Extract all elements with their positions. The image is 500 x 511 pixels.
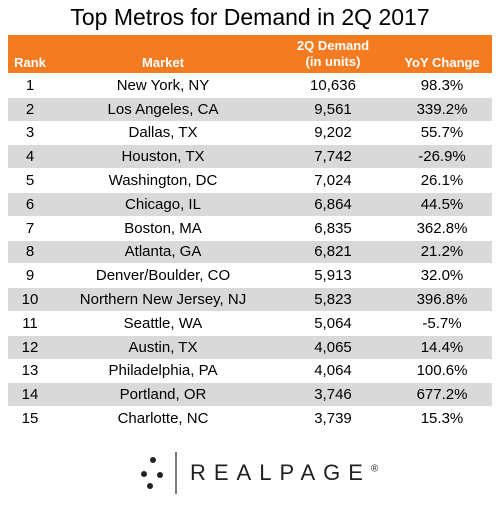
cell: 1 (25, 76, 35, 94)
cell: 9,202 (314, 124, 352, 142)
table-row: 15 Charlotte, NC 3,739 15.3% (8, 407, 492, 431)
cell: 2 (25, 100, 35, 118)
cell: 98.3% (420, 76, 464, 94)
table-row: 3 Dallas, TX 9,202 55.7% (8, 122, 492, 146)
cell: 5,913 (314, 267, 352, 285)
cell: 10,636 (310, 76, 356, 94)
cell: Seattle, WA (123, 314, 203, 332)
table: Rank Market 2Q Demand (in units) YoY Change 1… (8, 35, 492, 431)
cell: Washington, DC (108, 172, 218, 190)
cell: Denver/Boulder, CO (95, 267, 231, 285)
cell: Dallas, TX (128, 124, 198, 142)
cell: 4 (25, 148, 35, 166)
logo-dot (141, 471, 147, 477)
header-line: (in units) (305, 54, 361, 69)
table-row: 12 Austin, TX 4,065 14.4% (8, 335, 492, 360)
cell: Austin, TX (128, 338, 198, 356)
cell: Los Angeles, CA (107, 100, 219, 118)
cell: 14.4% (420, 338, 464, 356)
table-row: 5 Washington, DC 7,024 26.1% (8, 169, 492, 193)
logo-dot (147, 483, 153, 489)
cell: Houston, TX (121, 148, 205, 166)
table-row: 9 Denver/Boulder, CO 5,913 32.0% (8, 264, 492, 289)
cell: Philadelphia, PA (108, 362, 218, 380)
cell: 5 (25, 172, 35, 190)
cell: 11 (22, 314, 38, 332)
table-row: 6 Chicago, IL 6,864 44.5% (8, 192, 492, 217)
cell: 6,864 (314, 195, 352, 213)
header-cell: Market (142, 55, 184, 70)
table-row: 13 Philadelphia, PA 4,064 100.6% (8, 360, 492, 384)
table-row: 8 Atlanta, GA 6,821 21.2% (8, 240, 492, 265)
logo: REALPAGE® (0, 448, 500, 498)
cell: 10 (21, 291, 39, 309)
cell: 7,024 (314, 172, 352, 190)
cell: 15.3% (420, 410, 464, 428)
cell: 7,742 (314, 148, 352, 166)
header-cell: Rank (14, 55, 46, 70)
cell: 14 (21, 386, 39, 404)
cell: 4,065 (314, 338, 352, 356)
logo-text: REALPAGE® (190, 460, 378, 486)
cell: 6 (25, 195, 35, 213)
cell: 100.6% (416, 362, 468, 380)
cell: 15 (21, 410, 39, 428)
cell: 26.1% (420, 172, 464, 190)
header-cell: YoY Change (404, 55, 480, 70)
cell: 44.5% (420, 195, 464, 213)
cell: 9 (25, 267, 35, 285)
cell: Charlotte, NC (117, 410, 209, 428)
cell: 13 (21, 362, 39, 380)
table-row: 1 New York, NY 10,636 98.3% (8, 74, 492, 98)
cell: 5,823 (314, 291, 352, 309)
cell: 8 (25, 243, 35, 261)
cell: Chicago, IL (125, 195, 201, 213)
logo-dot (150, 457, 156, 463)
cell: 362.8% (416, 219, 468, 237)
cell: Northern New Jersey, NJ (79, 291, 247, 309)
cell: 339.2% (416, 100, 468, 118)
logo-word: REALPAGE (190, 460, 371, 485)
table-row: 7 Boston, MA 6,835 362.8% (8, 217, 492, 241)
cell: 677.2% (416, 386, 468, 404)
cell: 9,561 (314, 100, 352, 118)
cell: 3 (25, 124, 35, 142)
logo-icon (141, 452, 177, 494)
cell: 21.2% (420, 243, 464, 261)
cell: 3,739 (314, 410, 352, 428)
logo-mark: ® (370, 463, 379, 475)
cell: New York, NY (116, 76, 210, 94)
cell: 6,821 (314, 243, 352, 261)
cell: Atlanta, GA (124, 243, 202, 261)
header-line: 2Q Demand (296, 38, 370, 53)
cell: 4,064 (314, 362, 352, 380)
cell: 32.0% (420, 267, 464, 285)
cell: 12 (21, 338, 39, 356)
cell: 55.7% (420, 124, 464, 142)
cell: -26.9% (418, 148, 466, 166)
table-row: 4 Houston, TX 7,742 -26.9% (8, 145, 492, 170)
title: Top Metros for Demand in 2Q 2017 (70, 4, 430, 30)
cell: 3,746 (314, 386, 352, 404)
table-row: 14 Portland, OR 3,746 677.2% (8, 383, 492, 408)
header-cell: 2Q Demand (in units) (274, 38, 392, 70)
cell: -5.7% (422, 314, 462, 332)
cell: 396.8% (416, 291, 468, 309)
cell: 6,835 (314, 219, 352, 237)
cell: Boston, MA (124, 219, 202, 237)
logo-dot (157, 472, 163, 478)
header-row: Rank Market 2Q Demand (in units) YoY Change (8, 35, 492, 74)
cell: 7 (25, 219, 35, 237)
table-row: 10 Northern New Jersey, NJ 5,823 396.8% (8, 288, 492, 312)
cell: Portland, OR (119, 386, 207, 404)
cell: 5,064 (314, 314, 352, 332)
table-row: 2 Los Angeles, CA 9,561 339.2% (8, 97, 492, 122)
table-row: 11 Seattle, WA 5,064 -5.7% (8, 312, 492, 336)
